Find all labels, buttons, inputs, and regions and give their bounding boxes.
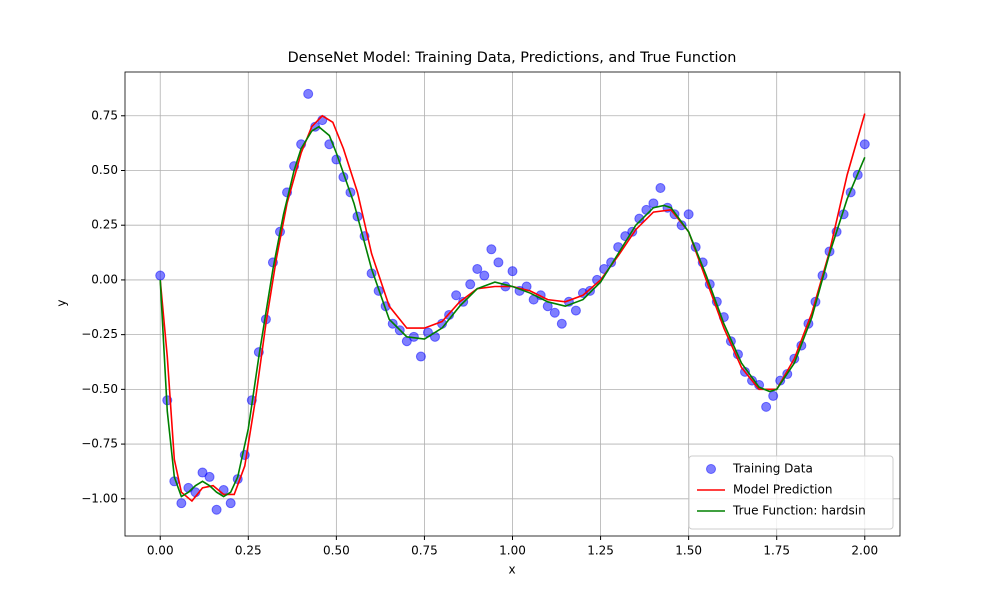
y-tick-label: 0.00 — [91, 272, 118, 286]
x-tick-label: 1.50 — [675, 544, 702, 558]
x-tick-label: 0.75 — [411, 544, 438, 558]
data-point — [585, 285, 595, 296]
data-point — [451, 290, 462, 301]
data-point — [303, 88, 314, 99]
data-point — [507, 266, 518, 277]
x-tick-label: 0.00 — [147, 544, 174, 558]
x-axis-label: x — [508, 563, 515, 577]
data-point — [570, 305, 581, 316]
y-tick-label: 0.25 — [91, 218, 118, 232]
y-tick-label: −1.00 — [81, 491, 118, 505]
data-point — [493, 257, 504, 268]
legend-box — [688, 455, 894, 530]
data-point — [472, 263, 483, 274]
y-tick-label: −0.25 — [81, 327, 118, 341]
data-point — [465, 279, 476, 290]
legend-marker — [706, 464, 716, 474]
data-point — [676, 220, 687, 231]
data-point — [486, 244, 497, 255]
x-tick-label: 1.25 — [587, 544, 614, 558]
data-point — [859, 139, 870, 150]
data-point — [479, 270, 490, 281]
chart-title: DenseNet Model: Training Data, Predictio… — [288, 50, 737, 66]
y-tick-label: 0.75 — [91, 108, 118, 122]
legend-label: Model Prediction — [733, 483, 832, 497]
y-tick-label: 0.50 — [91, 163, 118, 177]
data-point — [768, 390, 779, 401]
data-point — [218, 485, 229, 496]
plot-area — [155, 88, 870, 515]
x-tick-label: 0.50 — [323, 544, 350, 558]
data-point — [634, 213, 645, 224]
y-tick-label: −0.50 — [81, 382, 118, 396]
data-point — [155, 270, 166, 281]
x-tick-label: 2.00 — [851, 544, 878, 558]
data-point — [761, 401, 772, 412]
legend-label: Training Data — [732, 462, 813, 476]
data-point — [556, 318, 567, 329]
data-point — [197, 467, 208, 478]
axes-frame — [124, 71, 901, 537]
data-point — [211, 504, 222, 515]
legend-label: True Function: hardsin — [732, 504, 866, 518]
data-point — [641, 204, 652, 215]
data-point — [683, 209, 694, 220]
x-tick-label: 1.75 — [763, 544, 790, 558]
x-tick-label: 1.00 — [499, 544, 526, 558]
data-point — [415, 351, 426, 362]
line — [159, 113, 866, 503]
y-tick-label: −0.75 — [81, 437, 118, 451]
data-point — [204, 471, 215, 482]
data-point — [225, 498, 236, 509]
data-point — [176, 498, 187, 509]
data-point — [549, 307, 560, 318]
data-point — [655, 183, 666, 193]
line — [159, 125, 866, 498]
y-axis-label: y — [55, 299, 69, 306]
x-tick-label: 0.25 — [235, 544, 262, 558]
